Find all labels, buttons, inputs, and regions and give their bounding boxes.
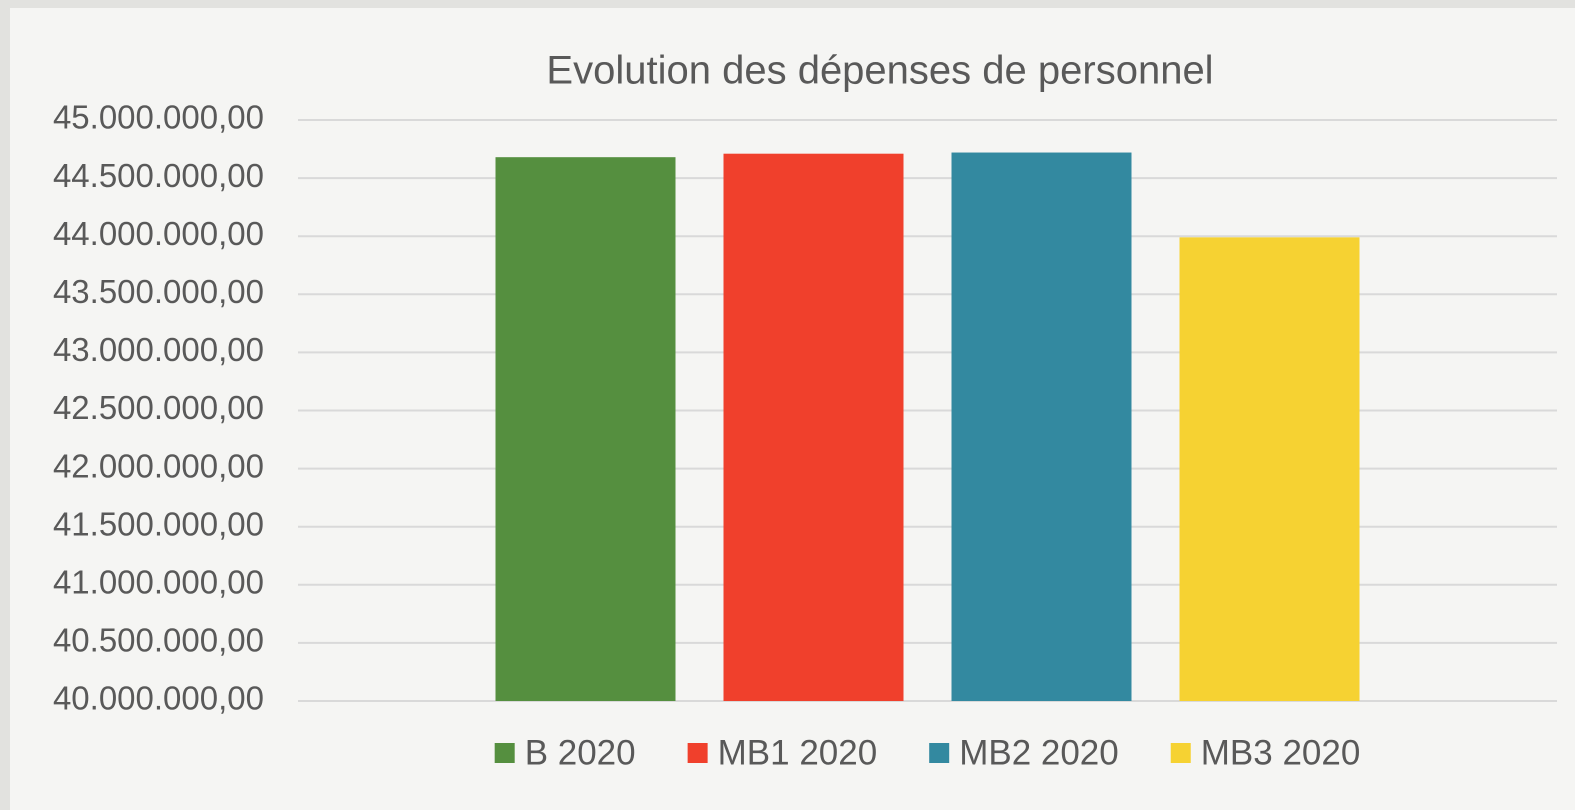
y-tick-label: 42.000.000,00 — [53, 447, 264, 484]
y-tick-label: 43.000.000,00 — [53, 331, 264, 368]
chart-title: Evolution des dépenses de personnel — [546, 49, 1213, 93]
y-tick-label: 40.000.000,00 — [53, 680, 264, 717]
bar — [1179, 237, 1360, 701]
bar — [723, 153, 904, 701]
y-tick-label: 43.500.000,00 — [53, 273, 264, 310]
legend-swatch — [687, 743, 708, 763]
legend-swatch — [1170, 743, 1191, 763]
legend-swatch — [929, 743, 950, 763]
legend-label: B 2020 — [525, 733, 636, 772]
y-tick-label: 42.500.000,00 — [53, 389, 264, 426]
legend-swatch — [494, 743, 515, 763]
y-tick-label: 40.500.000,00 — [53, 622, 264, 659]
legend-label: MB1 2020 — [718, 733, 878, 772]
bar — [495, 157, 676, 701]
legend-label: MB3 2020 — [1201, 733, 1361, 772]
legend-label: MB2 2020 — [959, 733, 1119, 772]
y-tick-label: 44.500.000,00 — [53, 157, 264, 194]
bar — [951, 152, 1132, 701]
y-tick-label: 44.000.000,00 — [53, 215, 264, 252]
y-tick-label: 45.000.000,00 — [53, 99, 264, 136]
y-tick-label: 41.000.000,00 — [53, 564, 264, 601]
y-tick-label: 41.500.000,00 — [53, 505, 264, 542]
